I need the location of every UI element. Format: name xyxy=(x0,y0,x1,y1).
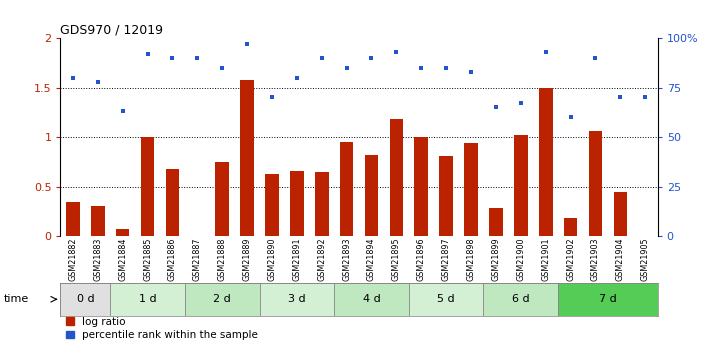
Bar xyxy=(558,283,658,316)
Point xyxy=(67,75,78,80)
Bar xyxy=(464,143,478,236)
Legend: log ratio, percentile rank within the sample: log ratio, percentile rank within the sa… xyxy=(65,317,258,340)
Text: 2 d: 2 d xyxy=(213,294,231,304)
Bar xyxy=(260,283,334,316)
Text: 4 d: 4 d xyxy=(363,294,380,304)
Bar xyxy=(60,283,110,316)
Point xyxy=(117,109,128,114)
Bar xyxy=(290,171,304,236)
Bar xyxy=(265,174,279,236)
Point xyxy=(589,55,601,60)
Bar xyxy=(514,135,528,236)
Text: GDS970 / 12019: GDS970 / 12019 xyxy=(60,24,164,37)
Text: 6 d: 6 d xyxy=(512,294,530,304)
Bar xyxy=(483,283,558,316)
Point xyxy=(465,69,476,75)
Point xyxy=(365,55,377,60)
Text: 3 d: 3 d xyxy=(288,294,306,304)
Point xyxy=(440,65,452,70)
Bar xyxy=(66,201,80,236)
Text: time: time xyxy=(4,294,29,304)
Point xyxy=(216,65,228,70)
Point xyxy=(415,65,427,70)
Bar xyxy=(415,137,428,236)
Bar xyxy=(340,142,353,236)
Point xyxy=(565,115,576,120)
Point xyxy=(292,75,303,80)
Text: 5 d: 5 d xyxy=(437,294,455,304)
Point xyxy=(92,79,104,84)
Point xyxy=(141,51,154,57)
Bar xyxy=(166,169,179,236)
Bar xyxy=(390,119,403,236)
Bar xyxy=(110,283,185,316)
Bar xyxy=(489,208,503,236)
Bar xyxy=(439,156,453,236)
Bar xyxy=(589,131,602,236)
Point xyxy=(241,41,253,47)
Bar xyxy=(315,172,328,236)
Bar xyxy=(539,88,552,236)
Point xyxy=(166,55,178,60)
Point xyxy=(614,95,626,100)
Bar xyxy=(409,283,483,316)
Point xyxy=(191,55,203,60)
Point xyxy=(391,49,402,55)
Point xyxy=(490,105,501,110)
Point xyxy=(341,65,352,70)
Bar xyxy=(614,192,627,236)
Text: 1 d: 1 d xyxy=(139,294,156,304)
Text: 7 d: 7 d xyxy=(599,294,616,304)
Bar xyxy=(91,206,105,236)
Point xyxy=(266,95,277,100)
Point xyxy=(540,49,551,55)
Bar xyxy=(240,80,254,236)
Point xyxy=(515,101,526,106)
Point xyxy=(316,55,327,60)
Bar xyxy=(215,162,229,236)
Bar xyxy=(564,218,577,236)
Bar xyxy=(141,137,154,236)
Bar xyxy=(365,155,378,236)
Bar xyxy=(116,229,129,236)
Bar xyxy=(334,283,409,316)
Point xyxy=(639,95,651,100)
Text: 0 d: 0 d xyxy=(77,294,94,304)
Bar xyxy=(185,283,260,316)
